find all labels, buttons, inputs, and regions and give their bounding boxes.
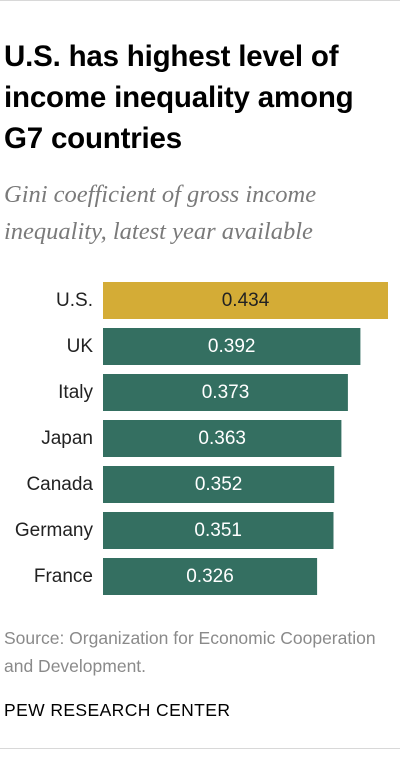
chart-title: U.S. has highest level of income inequal… [4, 40, 354, 155]
bottom-divider [0, 748, 400, 749]
data-label: 0.326 [186, 566, 234, 587]
data-label: 0.434 [222, 290, 270, 311]
data-label: 0.363 [198, 428, 246, 449]
category-label: U.S. [56, 290, 93, 311]
category-label: UK [67, 336, 94, 357]
bar-france [103, 558, 318, 595]
category-label: Germany [15, 520, 94, 541]
bar-italy [103, 374, 348, 411]
bar-uk [103, 328, 361, 365]
category-label: Japan [41, 428, 93, 449]
category-label: France [34, 566, 93, 587]
bar-germany [103, 512, 334, 549]
bar-chart: U.S. 0.434 UK 0.392 Italy 0.373 Japan 0.363 Cana… [15, 282, 388, 595]
source-note: Source: Organization for Economic Cooper… [4, 628, 376, 676]
bar-u-s [103, 282, 388, 319]
category-label: Italy [58, 382, 93, 403]
brand-logo-text: PEW RESEARCH CENTER [4, 700, 231, 720]
bar-canada [103, 466, 335, 503]
category-label: Canada [26, 474, 93, 495]
data-label: 0.392 [208, 336, 256, 357]
data-label: 0.351 [194, 520, 242, 541]
chart-subtitle: Gini coefficient of gross income inequal… [4, 181, 317, 245]
data-label: 0.373 [202, 382, 250, 403]
bar-japan [103, 420, 342, 457]
data-label: 0.352 [195, 474, 243, 495]
top-divider [0, 0, 400, 1]
